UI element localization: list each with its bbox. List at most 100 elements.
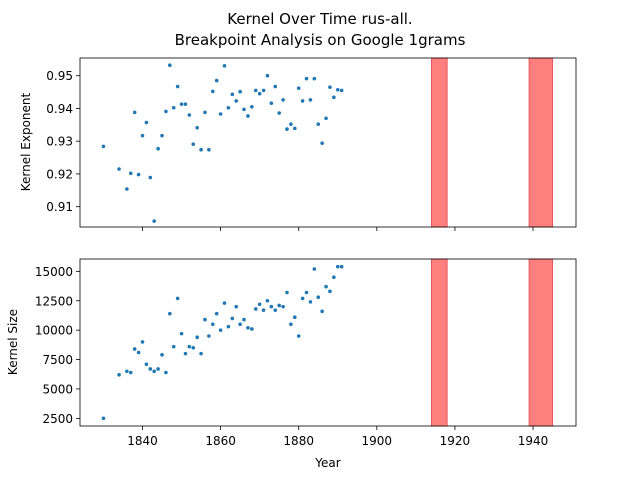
exponent-ytick-label: 0.95	[46, 69, 73, 83]
exponent-data-point	[238, 89, 242, 94]
size-xtick-label: 1860	[205, 434, 236, 448]
size-data-point	[265, 298, 270, 303]
exponent-data-point	[171, 105, 176, 110]
size-data-point	[218, 328, 223, 332]
size-data-point	[234, 304, 239, 309]
exponent-data-point	[101, 144, 106, 149]
size-panel: 2500 5000 7500 10000 12500 15000 1840 1860 1880 1…	[6, 258, 577, 470]
exponent-data-point	[308, 98, 313, 102]
exponent-data-point	[132, 110, 137, 115]
exponent-data-point	[199, 147, 203, 152]
size-data-point	[226, 324, 231, 329]
exponent-data-point	[164, 109, 168, 114]
exponent-data-point	[218, 112, 223, 116]
size-data-point	[308, 300, 313, 304]
size-data-point	[148, 367, 153, 371]
exponent-data-point	[230, 92, 235, 97]
size-data-point	[199, 351, 203, 356]
exponent-ytick-label: 0.93	[46, 135, 73, 149]
size-data-point	[312, 267, 317, 271]
exponent-data-point	[328, 85, 332, 89]
size-axis-ticks: 2500 5000 7500 10000 12500 15000 1840 1860 1880 1…	[35, 265, 549, 448]
size-data-point	[238, 322, 242, 327]
size-data-point	[210, 322, 215, 327]
exponent-data-point	[160, 133, 164, 138]
exponent-data-point	[296, 86, 301, 90]
size-data-point	[316, 295, 321, 300]
size-data-point	[335, 264, 340, 269]
size-xtick-label: 1880	[283, 434, 314, 448]
exponent-breakpoint-bands	[431, 57, 554, 228]
size-data-point	[261, 308, 266, 312]
size-data-point	[191, 345, 196, 350]
size-data-point	[293, 315, 297, 320]
exponent-data-point	[179, 102, 184, 106]
size-data-point	[285, 290, 289, 295]
exponent-breakpoint-band	[431, 57, 448, 228]
size-data-point	[339, 264, 344, 269]
exponent-data-point	[175, 84, 180, 89]
exponent-data-point	[214, 78, 219, 83]
size-data-point	[277, 303, 281, 308]
size-data-point	[273, 308, 278, 312]
exponent-data-point	[148, 175, 153, 180]
size-data-point	[125, 369, 129, 374]
size-data-point	[253, 307, 258, 311]
size-data-point	[230, 316, 235, 321]
exponent-breakpoint-band	[528, 57, 554, 228]
size-ytick-label: 7500	[42, 353, 73, 367]
exponent-data-point	[210, 89, 215, 94]
exponent-plot-frame	[79, 57, 577, 228]
exponent-panel: 0.91 0.92 0.93 0.94 0.95 Kernel Exponent	[19, 57, 577, 231]
exponent-ylabel: Kernel Exponent	[19, 92, 33, 191]
exponent-ytick-label: 0.92	[46, 167, 73, 181]
exponent-data-point	[187, 113, 192, 117]
size-data-point	[152, 369, 156, 374]
size-data-point	[289, 322, 293, 327]
exponent-data-point	[339, 88, 344, 93]
size-breakpoint-band	[528, 258, 554, 427]
exponent-data-point	[289, 122, 293, 126]
size-data-point	[175, 296, 180, 301]
size-plot-frame	[79, 258, 577, 427]
size-ytick-label: 12500	[35, 294, 73, 308]
size-data-point	[128, 370, 133, 375]
exponent-points	[101, 63, 344, 223]
exponent-data-point	[293, 126, 297, 131]
size-points	[101, 264, 344, 421]
chart-subtitle: Breakpoint Analysis on Google 1grams	[175, 31, 466, 49]
exponent-data-point	[250, 105, 254, 109]
size-data-point	[203, 317, 207, 322]
size-ytick-label: 2500	[42, 412, 73, 426]
size-data-point	[250, 327, 254, 331]
exponent-data-point	[152, 219, 156, 223]
size-data-point	[320, 309, 324, 314]
size-data-point	[171, 344, 176, 349]
size-data-point	[160, 353, 164, 357]
size-breakpoint-bands	[431, 258, 554, 427]
exponent-data-point	[191, 142, 196, 146]
size-data-point	[168, 311, 172, 316]
exponent-data-point	[269, 101, 274, 105]
size-data-point	[328, 289, 332, 294]
exponent-data-point	[304, 76, 309, 81]
exponent-data-point	[125, 187, 129, 191]
exponent-data-point	[277, 111, 281, 115]
size-breakpoint-band	[431, 258, 448, 427]
exponent-data-point	[285, 127, 289, 131]
size-xtick-label: 1900	[362, 434, 393, 448]
size-data-point	[324, 284, 328, 289]
size-data-point	[164, 370, 168, 375]
exponent-data-point	[281, 98, 285, 102]
exponent-data-point	[257, 91, 262, 96]
exponent-data-point	[136, 172, 141, 177]
size-data-point	[179, 331, 184, 336]
size-data-point	[132, 347, 137, 351]
x-axis-label: Year	[314, 456, 340, 470]
exponent-data-point	[128, 171, 133, 176]
size-xtick-label: 1920	[440, 434, 471, 448]
exponent-data-point	[207, 147, 211, 152]
exponent-data-point	[335, 87, 340, 92]
